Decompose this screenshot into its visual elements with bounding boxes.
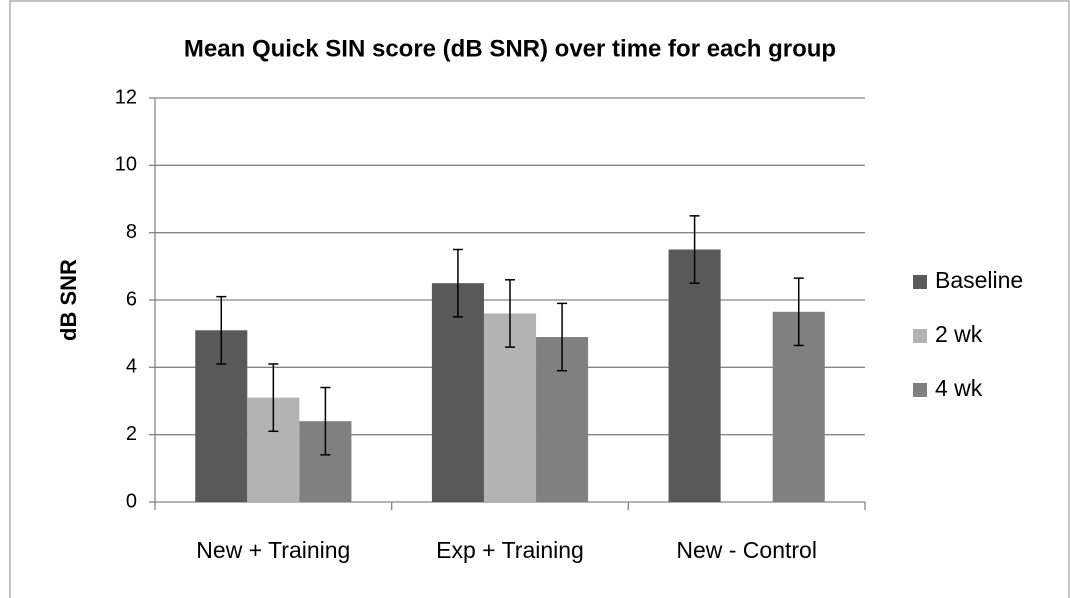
y-tick-label: 0	[126, 490, 137, 512]
legend-label: 4 wk	[935, 375, 983, 401]
y-tick-label: 2	[126, 423, 137, 445]
y-tick-label: 12	[115, 86, 137, 108]
legend-label: 2 wk	[935, 321, 983, 347]
chart-title: Mean Quick SIN score (dB SNR) over time …	[184, 35, 836, 62]
y-tick-label: 8	[126, 221, 137, 243]
legend-label: Baseline	[935, 267, 1023, 293]
legend-swatch	[913, 329, 927, 343]
x-tick-label: New - Control	[676, 537, 817, 563]
legend-swatch	[913, 275, 927, 289]
x-tick-label: New + Training	[196, 537, 350, 563]
bar	[668, 249, 721, 502]
legend-swatch	[913, 383, 927, 397]
bar	[431, 283, 484, 502]
y-tick-label: 4	[126, 356, 137, 378]
y-tick-label: 10	[115, 154, 137, 176]
x-tick-label: Exp + Training	[436, 537, 584, 563]
chart-border	[9, 0, 1070, 598]
y-axis-label: dB SNR	[56, 259, 81, 341]
y-tick-label: 6	[126, 288, 137, 310]
